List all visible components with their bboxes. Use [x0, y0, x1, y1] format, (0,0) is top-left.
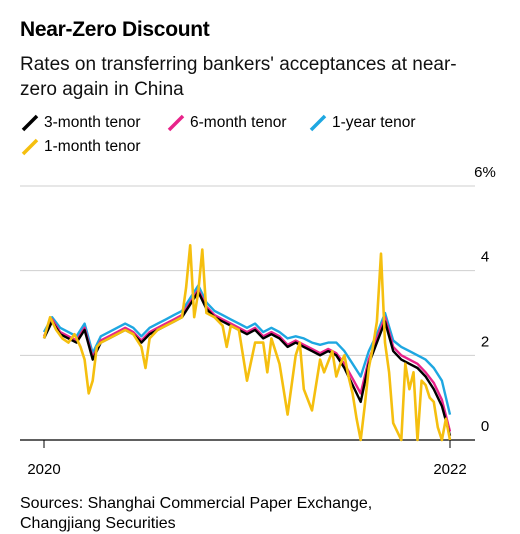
line-chart: 0 2 4 6% 2020 2022: [20, 164, 496, 478]
chart-title: Near-Zero Discount: [20, 18, 210, 41]
y-tick-label-2: 2: [481, 333, 489, 350]
x-tick-label-1: 2022: [433, 461, 466, 478]
legend-label-1-year: 1-year tenor: [332, 114, 416, 131]
legend-swatch-1-month: [21, 138, 39, 156]
y-tick-label-4: 4: [481, 249, 489, 266]
legend-swatch-6-month: [167, 114, 185, 132]
x-tick-label-0: 2020: [27, 461, 60, 478]
y-tick-label-6: 6%: [474, 164, 496, 181]
legend-label-6-month: 6-month tenor: [190, 114, 287, 131]
chart-subtitle: Rates on transferring bankers' acceptanc…: [20, 54, 457, 100]
series-line-1-year-tenor: [42, 284, 452, 415]
series-line-1-month-tenor: [42, 244, 452, 442]
legend-label-3-month: 3-month tenor: [44, 114, 141, 131]
legend-swatch-3-month: [21, 114, 39, 132]
y-tick-label-0: 0: [481, 418, 489, 435]
legend-swatch-1-year: [309, 114, 327, 132]
source-line-2: Changjiang Securities: [20, 515, 176, 532]
series-line-6-month-tenor: [42, 288, 452, 432]
legend-label-1-month: 1-month tenor: [44, 138, 141, 155]
source-line-1: Sources: Shanghai Commercial Paper Excha…: [20, 495, 373, 512]
source-note: Sources: Shanghai Commercial Paper Excha…: [20, 494, 500, 534]
